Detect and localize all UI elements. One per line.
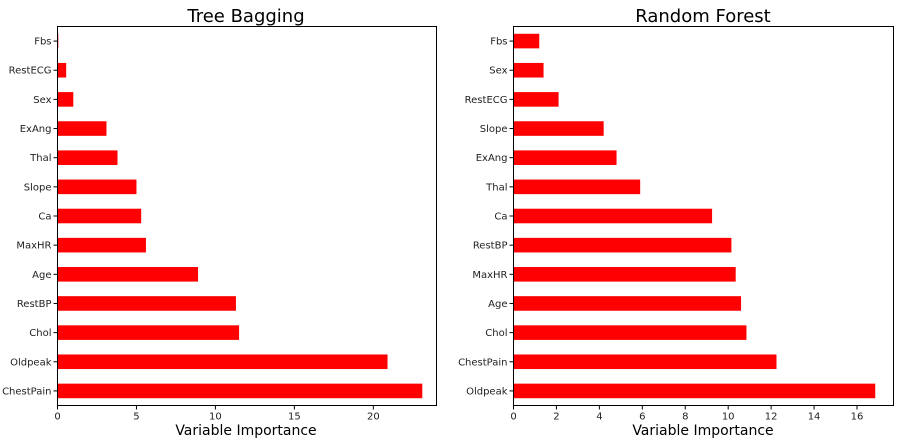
y-tick-label: RestECG — [465, 95, 508, 106]
y-tick-label: Ca — [494, 212, 507, 223]
y-tick-label: RestECG — [9, 66, 52, 77]
bar-restbp — [57, 296, 236, 311]
x-axis-label: Variable Importance — [632, 423, 773, 439]
panel-random-forest: Random Forest Variable Importance Fbs Sex… — [458, 6, 894, 439]
bar-restecg — [513, 92, 559, 107]
x-tick-label: 8 — [682, 412, 688, 423]
plot-frame — [57, 26, 437, 406]
bar-chol — [513, 325, 747, 340]
bar-slope — [57, 179, 137, 195]
x-tick-label: 6 — [639, 412, 645, 423]
y-tick-label: MaxHR — [472, 270, 507, 281]
x-tick-label: 15 — [288, 412, 301, 423]
bar-fbs — [513, 33, 540, 49]
y-tick-label: Fbs — [490, 37, 507, 48]
bar-ca — [57, 208, 142, 224]
bar-oldpeak — [513, 383, 876, 399]
bar-age — [57, 267, 199, 282]
y-tick-label: ChestPain — [2, 386, 51, 397]
chart-title: Tree Bagging — [186, 6, 304, 27]
bar-exang — [57, 121, 107, 136]
bar-ca — [513, 208, 713, 224]
bar-maxhr — [57, 237, 146, 253]
bar-slope — [513, 121, 604, 136]
bar-sex — [57, 92, 74, 107]
bar-sex — [513, 62, 544, 78]
y-tick-label: ExAng — [476, 153, 508, 164]
y-tick-label: Sex — [489, 66, 507, 77]
chart-title: Random Forest — [635, 6, 770, 27]
y-tick-label: Age — [32, 270, 51, 281]
bar-thal — [513, 179, 641, 195]
bar-chestpain — [513, 354, 777, 370]
y-tick-label: RestBP — [473, 241, 508, 252]
bar-age — [513, 296, 742, 311]
bar-thal — [57, 150, 118, 165]
y-tick-label: RestBP — [17, 299, 52, 310]
x-tick-label: 16 — [851, 412, 864, 423]
bar-restbp — [513, 237, 732, 253]
y-tick-label: Chol — [29, 328, 51, 339]
bar-restecg — [57, 62, 67, 78]
bar-oldpeak — [57, 354, 388, 370]
x-tick-label: 0 — [510, 412, 516, 423]
y-tick-label: Fbs — [34, 37, 51, 48]
x-tick-label: 4 — [596, 412, 602, 423]
plot-frame — [513, 26, 894, 406]
x-tick-label: 12 — [765, 412, 778, 423]
x-tick-label: 2 — [553, 412, 559, 423]
y-tick-label: ExAng — [20, 124, 52, 135]
y-tick-label: Sex — [33, 95, 51, 106]
y-tick-label: Slope — [24, 182, 52, 193]
y-tick-label: Oldpeak — [466, 386, 508, 397]
bar-chestpain — [57, 383, 423, 399]
bars-group: Fbs RestECG Sex ExAng Thal Slope Ca MaxHR Age Res… — [2, 33, 423, 423]
y-tick-label: Ca — [38, 212, 51, 223]
bar-chol — [57, 325, 240, 340]
bar-maxhr — [513, 267, 736, 282]
x-tick-label: 14 — [808, 412, 821, 423]
y-tick-label: Thal — [485, 182, 507, 193]
panel-tree-bagging: Tree Bagging Variable Importance Fbs Rest… — [2, 6, 437, 439]
y-tick-label: MaxHR — [16, 241, 51, 252]
bars-group: Fbs Sex RestECG Slope ExAng Thal Ca RestBP MaxHR… — [458, 33, 876, 423]
bar-exang — [513, 150, 617, 165]
x-axis-label: Variable Importance — [175, 423, 316, 439]
y-tick-label: Slope — [480, 124, 508, 135]
y-tick-label: Chol — [485, 328, 507, 339]
y-tick-label: Thal — [29, 153, 51, 164]
x-tick-label: 10 — [209, 412, 222, 423]
y-tick-label: Age — [488, 299, 507, 310]
y-tick-label: Oldpeak — [10, 357, 52, 368]
x-tick-label: 5 — [133, 412, 139, 423]
x-tick-label: 20 — [367, 412, 380, 423]
y-tick-label: ChestPain — [458, 357, 507, 368]
x-tick-label: 0 — [54, 412, 60, 423]
x-tick-label: 10 — [722, 412, 735, 423]
